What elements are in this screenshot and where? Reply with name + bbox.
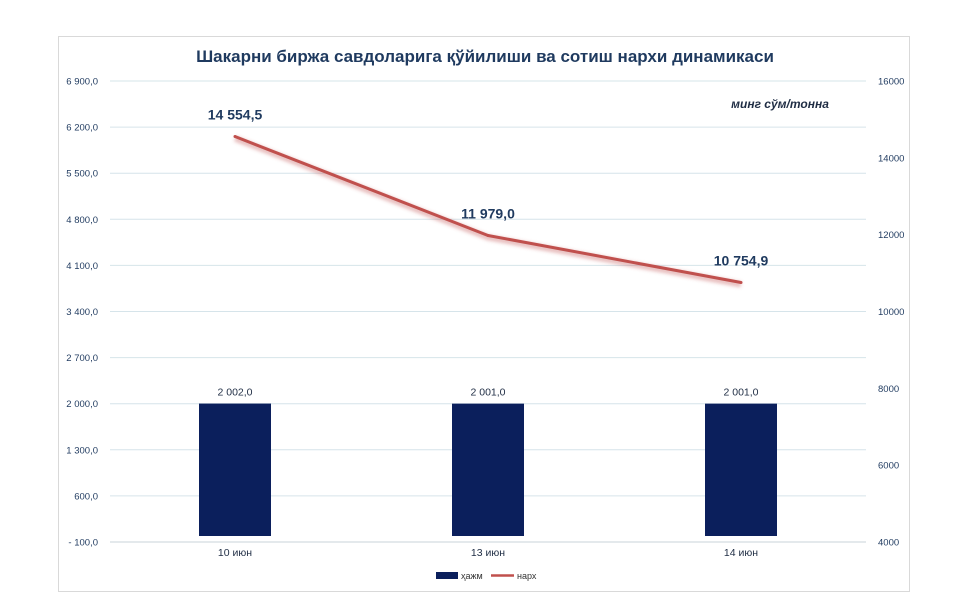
left-axis: - 100,0 600,0 1 300,0 2 000,0 2 700,0 3 400,0…: [66, 77, 98, 549]
right-tick-label: 8000: [878, 384, 899, 395]
right-tick-label: 10000: [878, 307, 904, 318]
left-tick-label: 600,0: [74, 491, 98, 502]
x-axis: 10 июн 13 июн 14 июн: [110, 541, 866, 559]
price-line: 14 554,5 11 979,0 10 754,9: [208, 107, 769, 288]
volume-bar-label: 2 002,0: [217, 387, 252, 399]
left-tick-label: 6 900,0: [66, 77, 98, 88]
volume-bar-label: 2 001,0: [470, 387, 505, 399]
legend-bar-label: ҳажм: [461, 571, 483, 581]
x-tick-label: 13 июн: [471, 547, 505, 559]
right-tick-label: 16000: [878, 77, 904, 88]
legend-line-label: нарх: [517, 571, 537, 581]
left-tick-label: 5 500,0: [66, 169, 98, 180]
price-line-shadow: [233, 135, 742, 288]
price-point: [739, 280, 743, 284]
volume-bar-label: 2 001,0: [723, 387, 758, 399]
right-tick-label: 12000: [878, 230, 904, 241]
left-tick-label: 3 400,0: [66, 307, 98, 318]
price-point: [486, 233, 490, 237]
left-tick-label: - 100,0: [68, 538, 98, 549]
left-tick-label: 2 000,0: [66, 399, 98, 410]
price-point: [233, 135, 237, 139]
volume-bar: [452, 403, 524, 536]
bars: 2 002,0 2 001,0 2 001,0: [199, 387, 777, 536]
legend: ҳажм нарх: [436, 571, 537, 581]
volume-bar: [705, 403, 777, 536]
left-tick-label: 6 200,0: [66, 123, 98, 134]
volume-bar: [199, 403, 271, 536]
price-label: 14 554,5: [208, 107, 263, 123]
left-tick-label: 4 100,0: [66, 261, 98, 272]
right-tick-label: 6000: [878, 461, 899, 472]
price-label: 10 754,9: [714, 252, 769, 268]
left-tick-label: 4 800,0: [66, 215, 98, 226]
left-tick-label: 2 700,0: [66, 353, 98, 364]
price-label: 11 979,0: [461, 205, 515, 221]
left-tick-label: 1 300,0: [66, 445, 98, 456]
x-tick-label: 10 июн: [218, 547, 252, 559]
x-tick-label: 14 июн: [724, 547, 758, 559]
right-tick-label: 4000: [878, 538, 899, 549]
legend-bar-swatch: [436, 572, 458, 579]
chart-title: Шакарни биржа савдоларига қўйилиши ва со…: [196, 47, 774, 66]
unit-label: минг сўм/тонна: [731, 97, 829, 111]
right-tick-label: 14000: [878, 153, 904, 164]
right-axis: 4000 6000 8000 10000 12000 14000 16000: [878, 77, 904, 549]
